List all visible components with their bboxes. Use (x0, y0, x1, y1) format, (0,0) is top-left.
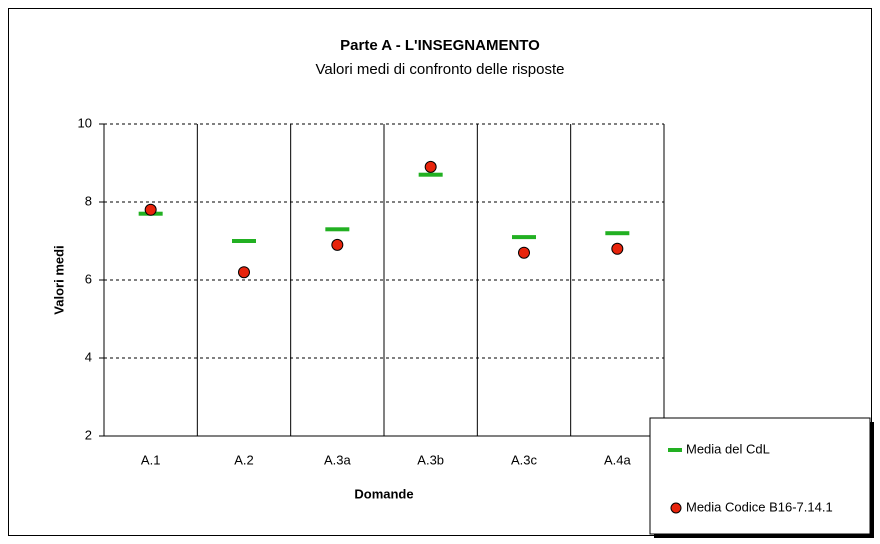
dash-marker (418, 172, 443, 177)
x-axis-label: Domande (354, 486, 413, 501)
x-tick-label: A.3b (417, 452, 444, 467)
y-axis-label: Valori medi (51, 245, 66, 314)
dash-marker (325, 227, 350, 232)
chart-title: Parte A - L'INSEGNAMENTO (340, 37, 540, 54)
legend-marker (668, 448, 682, 452)
dot-marker (331, 238, 344, 251)
dash-marker (605, 231, 630, 236)
legend-label: Media del CdL (686, 441, 770, 456)
x-tick-label: A.3a (324, 452, 352, 467)
x-tick-label: A.4a (604, 452, 632, 467)
dot-marker (424, 160, 437, 173)
y-tick-label: 4 (85, 349, 92, 364)
y-tick-label: 10 (78, 115, 92, 130)
y-tick-label: 8 (85, 193, 92, 208)
y-tick-label: 2 (85, 427, 92, 442)
x-tick-label: A.3c (511, 452, 538, 467)
y-tick-label: 6 (85, 271, 92, 286)
dash-marker (232, 239, 256, 243)
x-tick-label: A.2 (234, 452, 254, 467)
dot-marker (144, 203, 157, 216)
legend-marker (670, 502, 682, 514)
dot-marker (518, 246, 530, 259)
legend-label: Media Codice B16-7.14.1 (686, 499, 833, 514)
x-tick-label: A.1 (141, 452, 161, 467)
dot-marker (238, 266, 250, 279)
dot-marker (611, 242, 624, 255)
chart-subtitle: Valori medi di confronto delle risposte (315, 61, 564, 78)
legend (649, 417, 871, 535)
dash-marker (512, 235, 536, 240)
